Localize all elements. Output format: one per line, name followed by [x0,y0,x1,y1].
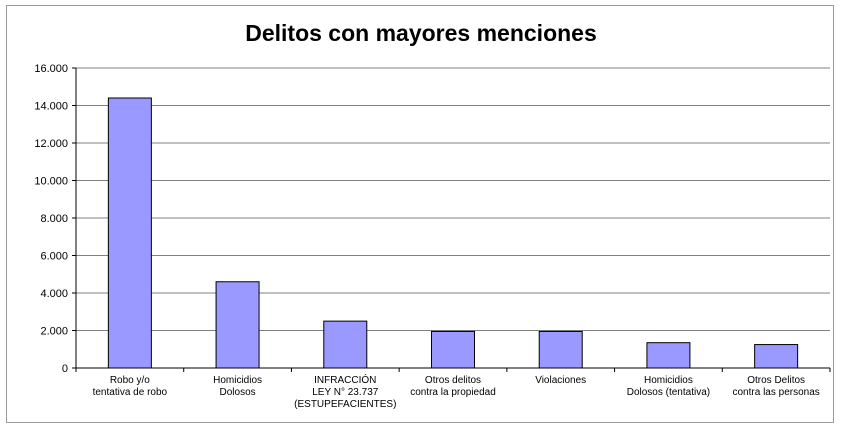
y-tick-label: 10.000 [34,176,68,188]
y-tick-label: 2.000 [40,326,68,338]
x-category-label: Robo y/o tentativa de robo [93,375,168,398]
bar [646,342,691,369]
y-tick-labels: 0 2.000 4.000 6.000 8.000 10.000 12.000 14.000 1… [34,63,68,375]
bar [431,330,475,369]
bar [754,344,799,369]
bar [107,97,152,369]
x-category-label: Violaciones [535,375,586,386]
x-category-label: Otros Delitos contra las personas [733,375,820,398]
y-tick-label: 6.000 [40,251,68,263]
chart-title: Delitos con mayores menciones [245,20,597,46]
bar [215,281,260,369]
bar [538,330,583,369]
y-tick-label: 14.000 [34,101,68,113]
x-category-label: Homicidios Dolosos (tentativa) [627,375,710,398]
gridlines [76,67,830,331]
bar [323,320,368,369]
y-tick-label: 16.000 [34,63,68,75]
y-tick-label: 0 [62,363,68,375]
x-category-labels: Robo y/o tentativa de robo Homicidios Dolos… [93,373,820,410]
x-category-label: INFRACCIÓN LEY N° 23.737 (ESTUPEFACIENTES) [294,373,396,410]
y-tick-label: 12.000 [34,138,68,150]
y-tick-label: 8.000 [40,213,68,225]
x-category-label: Otros delitos contra la propiedad [410,375,496,398]
x-category-label: Homicidios Dolosos [213,375,262,398]
y-tick-label: 4.000 [40,288,68,300]
axes [72,67,831,372]
bars [107,97,799,369]
